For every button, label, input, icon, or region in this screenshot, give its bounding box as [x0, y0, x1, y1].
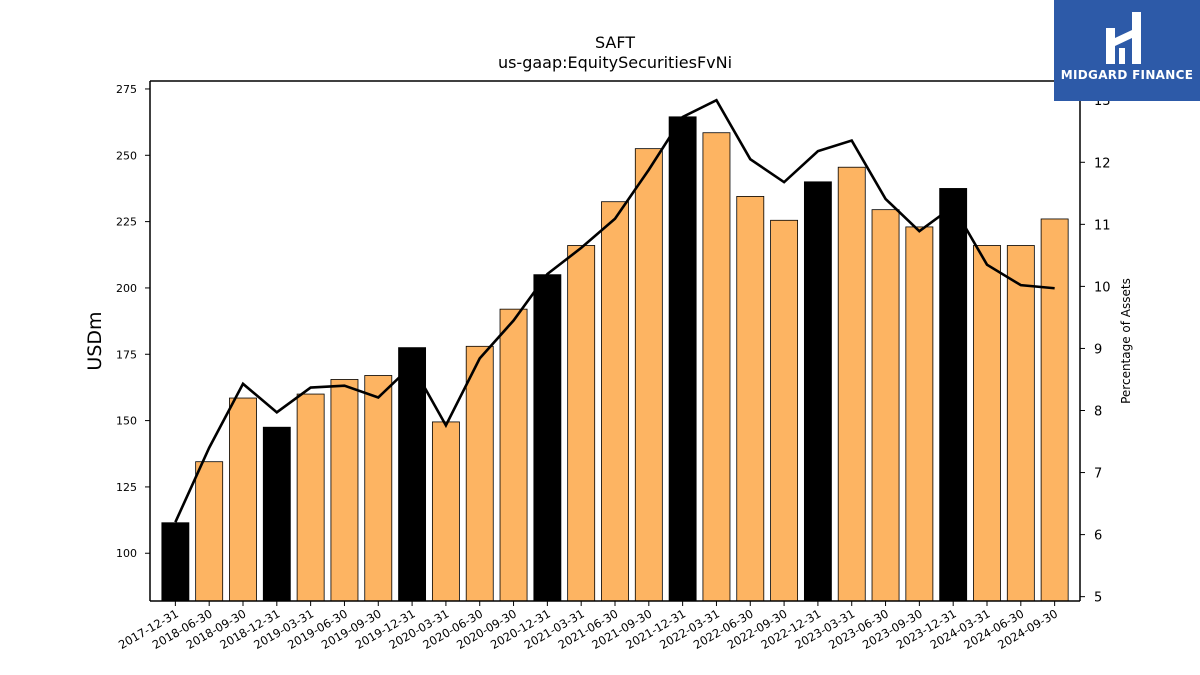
y2-tick-label: 10	[1094, 280, 1111, 295]
y2-axis-label: Percentage of Assets	[1119, 278, 1133, 404]
bar	[736, 196, 765, 602]
y-tick-label: 150	[116, 415, 137, 428]
y-axis-label: USDm	[84, 311, 106, 370]
y-tick-label: 275	[116, 83, 137, 96]
bar	[702, 132, 731, 602]
bar	[195, 461, 224, 602]
bar	[364, 375, 393, 602]
bar	[330, 379, 359, 602]
y-tick-label: 175	[116, 348, 137, 361]
bar	[871, 209, 900, 602]
chart-title: SAFT	[594, 33, 636, 52]
bar	[499, 308, 528, 602]
bar	[262, 426, 291, 602]
bar	[668, 116, 697, 602]
bar	[634, 148, 663, 602]
bar	[161, 522, 190, 602]
bar	[229, 397, 257, 602]
bar	[296, 393, 325, 602]
bar	[803, 181, 832, 602]
bar	[431, 421, 460, 602]
bar	[770, 219, 799, 602]
y2-tick-label: 12	[1094, 156, 1111, 171]
bar	[837, 166, 866, 602]
bar	[567, 245, 596, 602]
logo: MIDGARD FINANCE	[1054, 0, 1200, 101]
bar	[533, 274, 562, 602]
bar	[398, 347, 427, 602]
y-tick-label: 100	[116, 547, 137, 560]
y2-tick-label: 7	[1094, 467, 1102, 482]
y2-tick-label: 5	[1094, 591, 1102, 606]
line-series	[174, 98, 1055, 523]
y-tick-label: 225	[116, 216, 137, 229]
logo-mark-icon	[1106, 12, 1141, 64]
y2-tick-label: 11	[1094, 218, 1111, 233]
y-tick-label: 200	[116, 282, 137, 295]
y2-tick-label: 6	[1094, 529, 1102, 544]
bar	[465, 345, 494, 602]
bar	[601, 201, 629, 602]
y2-tick-label: 8	[1094, 404, 1102, 419]
bar	[939, 188, 968, 602]
y2-tick-label: 9	[1094, 342, 1102, 357]
bar	[1040, 218, 1069, 602]
chart-subtitle: us-gaap:EquitySecuritiesFvNi	[497, 53, 733, 72]
bar	[905, 226, 934, 602]
bar	[973, 245, 1001, 602]
logo-text: MIDGARD FINANCE	[1060, 68, 1194, 82]
y-tick-label: 250	[116, 149, 137, 162]
bar	[1006, 245, 1035, 602]
y-tick-label: 125	[116, 481, 137, 494]
